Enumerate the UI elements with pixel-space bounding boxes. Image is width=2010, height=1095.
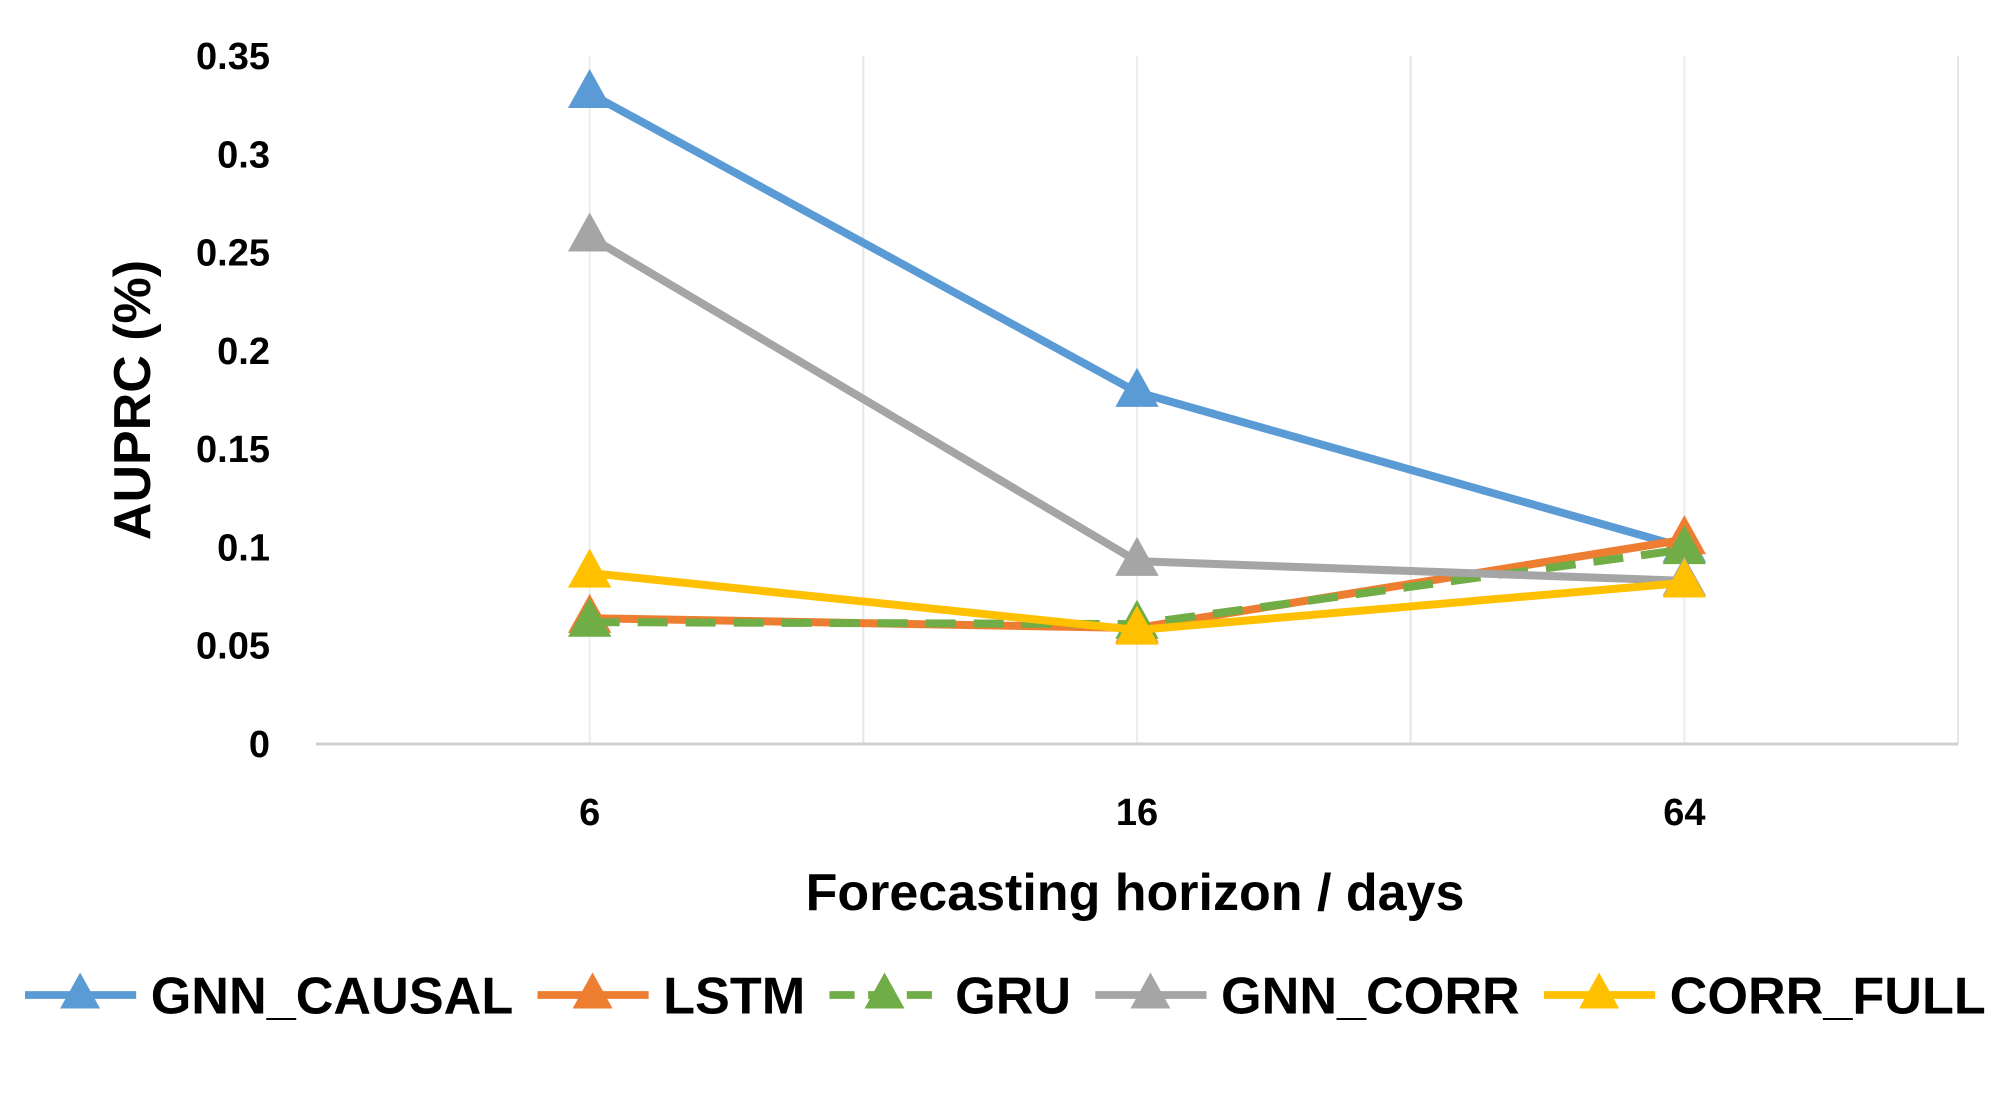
data-point-marker — [1115, 536, 1159, 576]
legend-marker — [1579, 972, 1620, 1009]
legend-marker — [1130, 972, 1171, 1009]
legend-label: CORR_FULL — [1670, 967, 1986, 1025]
series-corr-full — [567, 548, 1707, 645]
legend-item-lstm: LSTM — [537, 967, 805, 1025]
x-tick-label: 64 — [1663, 792, 1705, 834]
data-point-marker — [567, 548, 612, 588]
x-tick-label: 16 — [1116, 792, 1158, 834]
tick-labels: 0 0.05 0.1 0.15 0.2 0.25 0.3 0.35 6 16 64 — [196, 36, 1705, 834]
legend-item-gru: GRU — [829, 967, 1071, 1025]
y-tick-label: 0.3 — [217, 134, 270, 176]
legend-label: GRU — [955, 967, 1071, 1025]
legend: GNN_CAUSAL LSTM GRU GNN_CORR CORR_FULL — [25, 967, 1986, 1025]
data-point-marker — [567, 212, 612, 252]
legend-item-gnn-causal: GNN_CAUSAL — [25, 967, 513, 1025]
y-tick-label: 0 — [249, 724, 270, 766]
data-point-marker — [1115, 367, 1159, 407]
legend-label: GNN_CORR — [1221, 967, 1520, 1025]
series — [567, 68, 1707, 645]
data-point-marker — [1662, 558, 1707, 598]
legend-item-corr-full: CORR_FULL — [1543, 967, 1986, 1025]
legend-marker — [60, 972, 101, 1009]
y-axis-title: AUPRC (%) — [104, 260, 162, 540]
y-tick-label: 0.2 — [217, 331, 270, 373]
legend-marker — [864, 972, 905, 1009]
gridlines — [588, 56, 1959, 744]
data-point-marker — [567, 68, 612, 109]
legend-label: GNN_CAUSAL — [151, 967, 514, 1025]
x-tick-label: 6 — [579, 792, 600, 834]
y-tick-label: 0.25 — [196, 233, 270, 275]
data-point-marker — [1115, 605, 1159, 645]
y-tick-label: 0.05 — [196, 626, 270, 668]
y-tick-label: 0.15 — [196, 429, 270, 471]
data-point-marker — [567, 597, 612, 637]
y-tick-label: 0.35 — [196, 36, 270, 78]
legend-item-gnn-corr: GNN_CORR — [1095, 967, 1520, 1025]
y-tick-label: 0.1 — [217, 527, 270, 569]
legend-label: LSTM — [663, 967, 805, 1025]
legend-marker — [572, 972, 613, 1009]
x-axis-title: Forecasting horizon / days — [806, 864, 1465, 922]
